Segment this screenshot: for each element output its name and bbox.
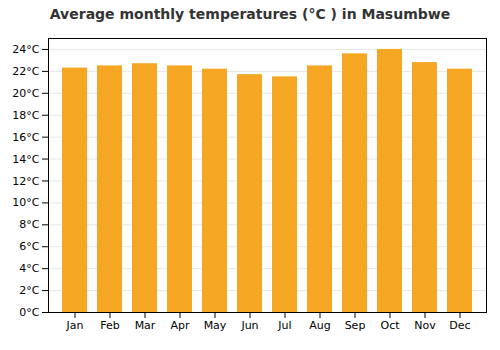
svg-text:Dec: Dec <box>449 319 470 332</box>
svg-text:10°C: 10°C <box>12 196 39 209</box>
svg-text:6°C: 6°C <box>19 240 39 253</box>
svg-text:Aug: Aug <box>309 319 330 332</box>
svg-text:May: May <box>204 319 227 332</box>
svg-text:0°C: 0°C <box>19 306 39 319</box>
svg-text:4°C: 4°C <box>19 262 39 275</box>
svg-text:Jun: Jun <box>240 319 258 332</box>
svg-text:18°C: 18°C <box>12 109 39 122</box>
svg-text:20°C: 20°C <box>12 87 39 100</box>
svg-text:22°C: 22°C <box>12 65 39 78</box>
svg-text:16°C: 16°C <box>12 131 39 144</box>
svg-text:12°C: 12°C <box>12 175 39 188</box>
svg-text:Jul: Jul <box>277 319 291 332</box>
svg-text:Feb: Feb <box>100 319 119 332</box>
svg-text:Sep: Sep <box>345 319 366 332</box>
svg-text:Oct: Oct <box>380 319 400 332</box>
svg-text:Nov: Nov <box>414 319 436 332</box>
svg-text:Jan: Jan <box>66 319 84 332</box>
svg-text:Apr: Apr <box>170 319 190 332</box>
svg-text:Mar: Mar <box>135 319 156 332</box>
html-text:Average monthly temperatures (: Average monthly temperatures (°C ) in Ma… <box>49 6 451 22</box>
svg-text:24°C: 24°C <box>12 43 39 56</box>
svg-text:8°C: 8°C <box>19 218 39 231</box>
svg-text:2°C: 2°C <box>19 284 39 297</box>
svg-text:14°C: 14°C <box>12 153 39 166</box>
